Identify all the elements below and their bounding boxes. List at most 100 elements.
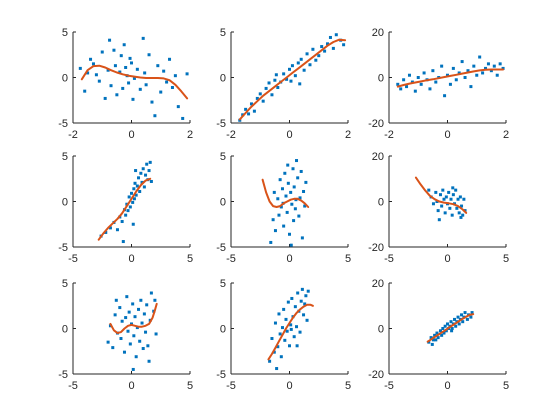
scatter-point <box>320 45 324 49</box>
scatter-point <box>134 169 138 173</box>
scatter-point <box>159 90 163 94</box>
x-tick-label: 5 <box>187 380 193 392</box>
scatter-point <box>298 196 302 200</box>
scatter-point <box>286 300 290 304</box>
x-tick-label: -2 <box>384 129 394 141</box>
x-tick-label: 0 <box>286 253 292 265</box>
x-tick-label: 5 <box>187 253 193 265</box>
scatter-point <box>285 77 289 81</box>
scatter-point <box>270 93 274 97</box>
scatter-point <box>185 72 189 76</box>
scatter-point <box>288 232 291 236</box>
scatter-point <box>317 54 321 58</box>
scatter-point <box>290 64 294 68</box>
scatter-point <box>298 82 302 86</box>
scatter-point <box>288 344 291 348</box>
scatter-point <box>434 190 438 194</box>
scatter-point <box>121 240 125 244</box>
scatter-point <box>305 318 309 322</box>
scatter-point <box>111 346 115 350</box>
scatter-point <box>441 327 445 330</box>
y-tick-label: 0 <box>62 197 68 209</box>
scatter-point <box>86 71 90 75</box>
scatter-point <box>113 313 117 317</box>
subplot-row-1-col-1: -2 0 2 -5 0 5 <box>58 27 193 141</box>
scatter-point <box>91 62 95 66</box>
scatter-point <box>264 86 268 90</box>
x-tick-label: 5 <box>503 253 509 265</box>
y-tick-label: 0 <box>220 197 226 209</box>
scatter-point <box>427 340 431 344</box>
scatter-point <box>289 79 293 83</box>
scatter-point <box>162 69 166 73</box>
scatter-point <box>135 184 139 188</box>
scatter-point <box>463 76 467 79</box>
scatter-point <box>181 116 185 120</box>
scatter-point <box>460 313 464 317</box>
scatter-point <box>258 92 262 96</box>
scatter-point <box>492 64 496 68</box>
scatter-point <box>444 329 448 333</box>
scatter-point <box>280 187 284 191</box>
scatter-point <box>139 171 143 175</box>
scatter-point <box>141 36 145 40</box>
scatter-point <box>430 342 434 346</box>
scatter-point <box>114 298 118 302</box>
scatter-point <box>429 336 433 340</box>
scatter-point <box>299 57 303 61</box>
subplot-row-3-col-3: -5 0 5 -20 0 20 <box>368 278 509 392</box>
scatter-point <box>303 302 307 306</box>
scatter-point <box>437 218 441 222</box>
scatter-point <box>142 185 146 189</box>
scatter-point <box>457 322 461 326</box>
scatter-point <box>118 70 122 74</box>
scatter-point <box>144 83 148 87</box>
scatter-point <box>284 194 288 198</box>
scatter-point <box>289 327 293 331</box>
scatter-point <box>449 197 453 201</box>
scatter-point <box>292 335 296 339</box>
scatter-point <box>252 109 256 113</box>
scatter-point <box>132 76 136 80</box>
x-tick-label: 2 <box>503 129 509 141</box>
scatter-point <box>153 298 157 302</box>
scatter-point <box>134 355 138 359</box>
scatter-point <box>109 84 113 88</box>
scatter-point <box>475 73 479 77</box>
scatter-point <box>124 213 128 217</box>
scatter-point <box>133 315 137 319</box>
scatter-point <box>275 367 279 371</box>
scatter-point <box>100 50 104 54</box>
scatter-point <box>443 211 447 215</box>
scatter-point <box>132 187 136 191</box>
x-tick-label: 0 <box>286 380 292 392</box>
scatter-point <box>282 224 286 228</box>
scatter-point <box>302 313 306 317</box>
y-tick-label: -20 <box>368 369 384 381</box>
scatter-point <box>328 35 332 39</box>
scatter-point <box>431 202 435 206</box>
y-tick-label: 5 <box>220 278 226 290</box>
y-tick-label: 5 <box>220 151 226 163</box>
scatter-point <box>108 38 112 42</box>
scatter-point <box>126 329 130 333</box>
scatter-point <box>396 82 400 86</box>
scatter-point <box>306 289 310 293</box>
scatter-point <box>431 69 435 73</box>
scatter-point <box>137 176 141 180</box>
scatter-point <box>453 317 457 321</box>
scatter-point <box>138 87 142 91</box>
scatter-point <box>272 190 276 194</box>
scatter-point <box>138 339 142 343</box>
y-tick-label: 20 <box>372 278 384 290</box>
scatter-point <box>295 344 299 348</box>
scatter-point <box>137 307 141 311</box>
scatter-point <box>277 213 281 217</box>
scatter-point <box>431 338 435 342</box>
fit-curve <box>414 176 468 214</box>
scatter-point <box>446 322 449 326</box>
x-tick-label: 0 <box>444 129 450 141</box>
y-tick-label: 20 <box>372 27 384 39</box>
scatter-point <box>131 222 135 226</box>
